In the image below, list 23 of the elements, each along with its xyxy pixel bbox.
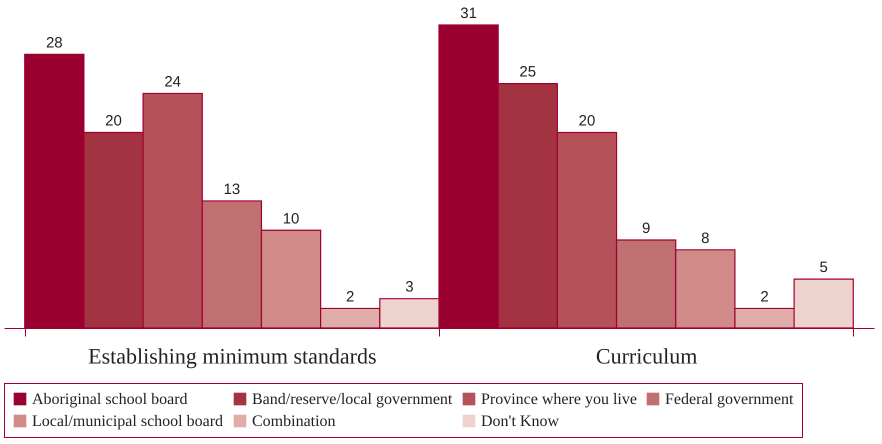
legend-label: Band/reserve/local government [252,391,453,408]
data-label: 25 [519,64,536,81]
data-label: 10 [282,210,300,228]
legend-label: Federal government [665,391,794,408]
x-tick-label: Establishing minimum standards [88,344,377,368]
data-label: 5 [820,259,828,276]
data-label: 9 [642,220,650,238]
data-label: 28 [46,34,63,52]
data-label: 3 [405,278,414,296]
legend-label: Local/municipal school board [32,413,224,430]
data-label: 13 [224,180,240,198]
legend-label: Don't Know [481,413,560,430]
data-label: 31 [460,5,477,22]
legend-label: Province where you live [481,391,637,408]
legend-label: Aboriginal school board [32,391,188,408]
data-label: 24 [164,73,182,90]
data-label: 8 [701,230,710,247]
data-label: 20 [578,112,596,130]
data-label: 2 [346,288,354,306]
legend-label: Combination [252,413,336,430]
x-tick-label: Curriculum [596,344,698,368]
data-label: 2 [760,288,769,306]
data-label: 20 [105,112,122,130]
